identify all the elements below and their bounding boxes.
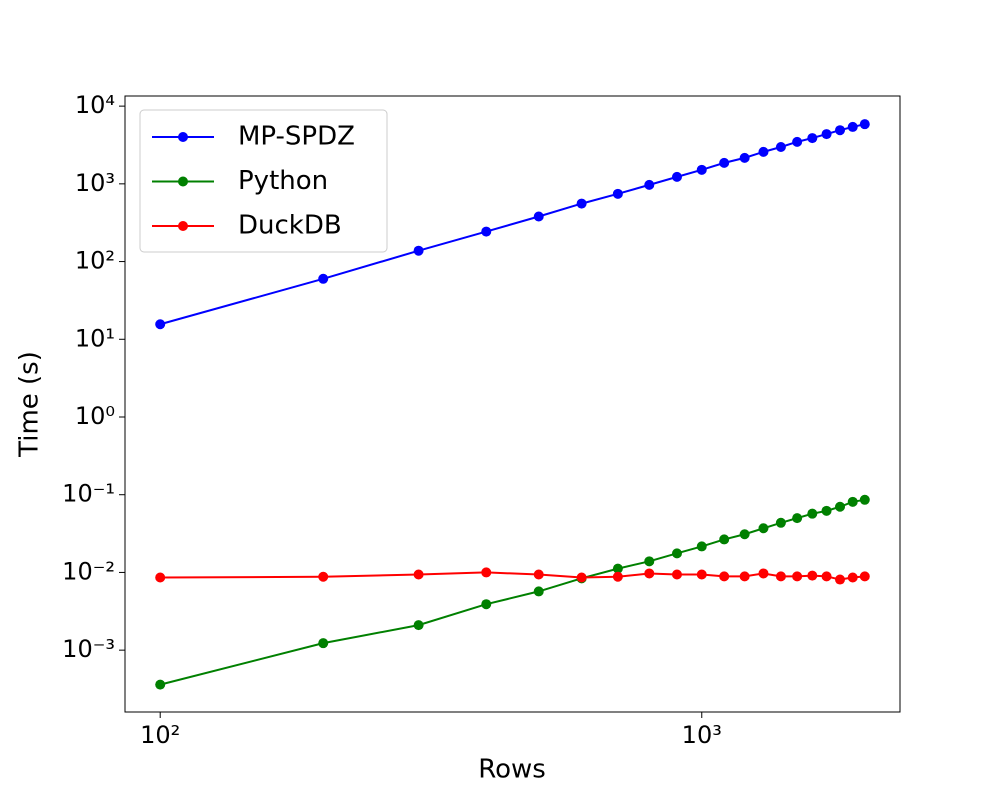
data-point bbox=[835, 125, 846, 136]
data-point bbox=[807, 508, 818, 519]
data-point bbox=[821, 129, 832, 140]
data-point bbox=[671, 569, 682, 580]
plot-frame bbox=[124, 95, 901, 713]
legend-label: DuckDB bbox=[238, 211, 342, 241]
data-point bbox=[612, 188, 623, 199]
data-point bbox=[413, 245, 424, 256]
data-point bbox=[155, 572, 166, 583]
data-point bbox=[859, 571, 870, 582]
data-point bbox=[792, 136, 803, 147]
data-point bbox=[644, 568, 655, 579]
data-point bbox=[807, 133, 818, 144]
y-tick-label: 10⁻³ bbox=[62, 635, 115, 663]
data-point bbox=[807, 570, 818, 581]
data-point bbox=[671, 548, 682, 559]
legend-box bbox=[139, 109, 388, 253]
data-point bbox=[758, 523, 769, 534]
data-point bbox=[155, 679, 166, 690]
data-point bbox=[859, 119, 870, 130]
data-point bbox=[719, 157, 730, 168]
data-point bbox=[533, 211, 544, 222]
data-point bbox=[775, 571, 786, 582]
data-point bbox=[775, 517, 786, 528]
data-point bbox=[318, 273, 329, 284]
y-tick-label: 10¹ bbox=[75, 324, 115, 352]
y-tick-label: 10³ bbox=[75, 169, 115, 197]
data-point bbox=[481, 567, 492, 578]
data-point bbox=[739, 152, 750, 163]
y-tick-label: 10⁴ bbox=[75, 91, 115, 119]
data-point bbox=[696, 541, 707, 552]
y-tick-label: 10² bbox=[75, 247, 115, 275]
data-point bbox=[859, 494, 870, 505]
data-point bbox=[318, 638, 329, 649]
data-point bbox=[644, 556, 655, 567]
data-point bbox=[413, 620, 424, 631]
data-point bbox=[758, 568, 769, 579]
y-tick-label: 10⁻² bbox=[62, 557, 115, 585]
x-tick-label: 10³ bbox=[682, 721, 722, 749]
data-point bbox=[155, 319, 166, 330]
data-point bbox=[739, 571, 750, 582]
data-point bbox=[481, 226, 492, 237]
y-axis-label: Time (s) bbox=[15, 351, 45, 458]
data-point bbox=[696, 569, 707, 580]
legend-marker bbox=[178, 132, 188, 142]
data-point bbox=[576, 572, 587, 583]
data-point bbox=[612, 563, 623, 574]
data-point bbox=[821, 505, 832, 516]
data-point bbox=[835, 501, 846, 512]
legend-label: MP-SPDZ bbox=[238, 122, 355, 152]
data-point bbox=[821, 571, 832, 582]
data-point bbox=[318, 571, 329, 582]
legend-label: Python bbox=[238, 166, 328, 196]
data-point bbox=[612, 571, 623, 582]
y-tick-label: 10⁰ bbox=[75, 402, 115, 430]
legend-marker bbox=[178, 176, 188, 187]
data-point bbox=[644, 179, 655, 190]
data-point bbox=[847, 121, 858, 132]
y-tick-label: 10⁻¹ bbox=[62, 480, 115, 508]
data-point bbox=[719, 571, 730, 582]
data-point bbox=[671, 171, 682, 182]
data-point bbox=[835, 574, 846, 585]
data-point bbox=[847, 496, 858, 507]
data-point bbox=[533, 569, 544, 580]
data-point bbox=[758, 146, 769, 157]
data-point bbox=[847, 572, 858, 583]
data-point bbox=[719, 534, 730, 545]
x-axis-label: Rows bbox=[478, 755, 546, 785]
x-tick-label: 10² bbox=[140, 721, 180, 749]
data-point bbox=[481, 599, 492, 610]
data-point bbox=[775, 141, 786, 152]
data-point bbox=[792, 571, 803, 582]
legend-marker bbox=[178, 221, 188, 231]
data-point bbox=[696, 164, 707, 175]
data-point bbox=[413, 569, 424, 580]
data-point bbox=[739, 529, 750, 540]
data-point bbox=[533, 586, 544, 597]
data-point bbox=[576, 198, 587, 209]
data-point bbox=[792, 513, 803, 524]
